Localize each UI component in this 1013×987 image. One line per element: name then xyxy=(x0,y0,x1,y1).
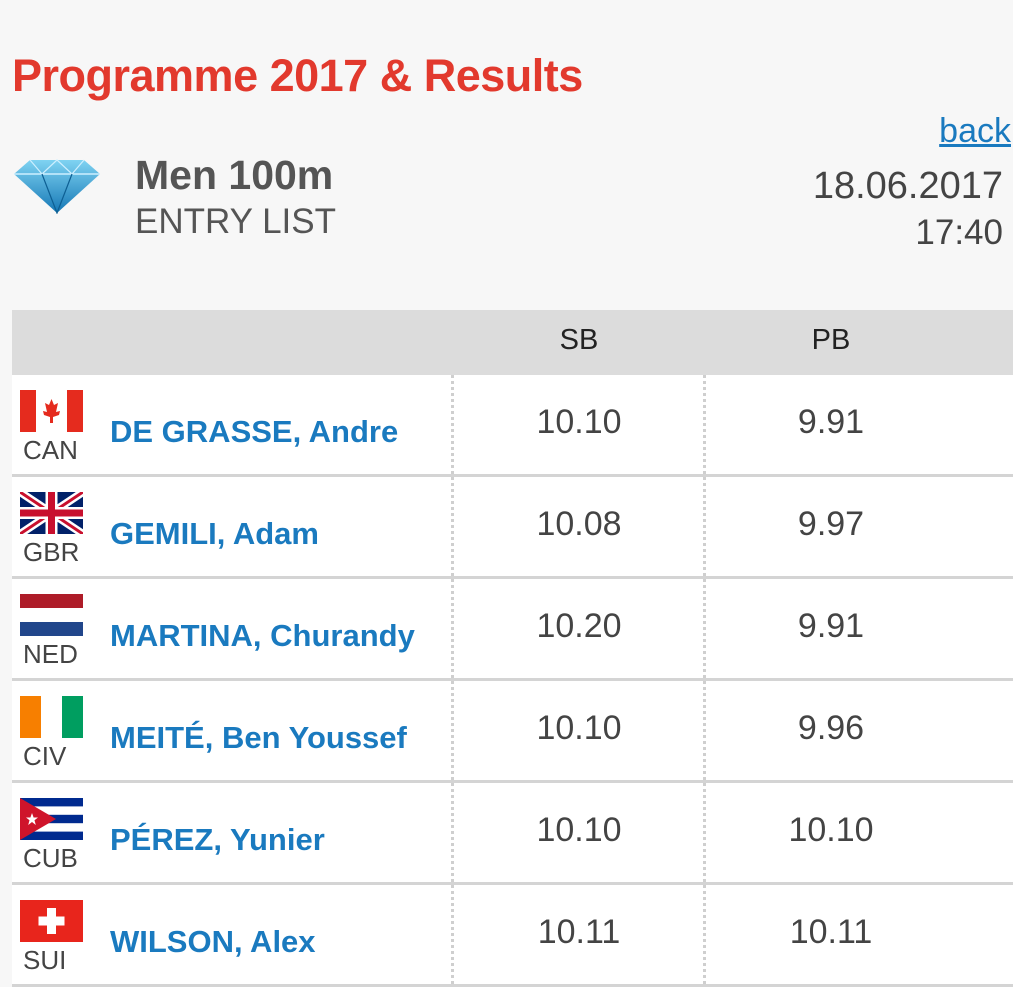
column-separator xyxy=(451,375,454,474)
athlete-name[interactable]: PÉREZ, Yunier xyxy=(110,822,325,857)
country-code: SUI xyxy=(23,945,67,975)
column-separator xyxy=(703,579,706,678)
country-code: NED xyxy=(23,639,78,669)
event-date: 18.06.2017 xyxy=(812,165,1003,207)
table-row: GBR GEMILI, Adam 10.08 9.97 xyxy=(12,477,1013,579)
table-header: SB PB xyxy=(12,310,1013,375)
country-code: CIV xyxy=(23,741,67,771)
diamond-icon xyxy=(14,159,100,214)
athlete-name[interactable]: DE GRASSE, Andre xyxy=(110,414,399,449)
table-row: CIV MEITÉ, Ben Youssef 10.10 9.96 xyxy=(12,681,1013,783)
flag xyxy=(20,900,83,942)
column-separator xyxy=(703,477,706,576)
athlete-name[interactable]: WILSON, Alex xyxy=(110,924,316,959)
season-best: 10.08 xyxy=(536,505,622,543)
table-row: CUB PÉREZ, Yunier 10.10 10.10 xyxy=(12,783,1013,885)
personal-best: 10.11 xyxy=(789,913,873,951)
column-separator xyxy=(703,885,706,984)
flag xyxy=(20,594,83,636)
season-best: 10.20 xyxy=(536,607,622,645)
season-best: 10.10 xyxy=(536,403,622,441)
event-subtitle: ENTRY LIST xyxy=(135,202,336,241)
athlete-name[interactable]: GEMILI, Adam xyxy=(110,516,319,551)
table-row: CAN DE GRASSE, Andre 10.10 9.91 xyxy=(12,375,1013,477)
athlete-name[interactable]: MARTINA, Churandy xyxy=(110,618,415,653)
flag xyxy=(20,390,83,432)
athlete-name[interactable]: MEITÉ, Ben Youssef xyxy=(110,720,407,755)
season-best: 10.10 xyxy=(536,709,622,747)
season-best: 10.11 xyxy=(537,913,621,951)
table-row: SUI WILSON, Alex 10.11 10.11 xyxy=(12,885,1013,987)
column-header: SB xyxy=(559,324,599,356)
back-link[interactable]: back xyxy=(939,112,1011,150)
column-header: PB xyxy=(811,324,851,356)
country-code: CUB xyxy=(23,843,78,873)
personal-best: 9.97 xyxy=(797,505,865,543)
table-row: NED MARTINA, Churandy 10.20 9.91 xyxy=(12,579,1013,681)
flag xyxy=(20,492,83,534)
season-best: 10.10 xyxy=(536,811,622,849)
column-separator xyxy=(703,681,706,780)
personal-best: 9.91 xyxy=(797,607,865,645)
flag xyxy=(20,696,83,738)
column-separator xyxy=(451,885,454,984)
flag xyxy=(20,798,83,840)
column-separator xyxy=(703,375,706,474)
page-title: Programme 2017 & Results xyxy=(12,50,583,101)
country-code: GBR xyxy=(23,537,80,567)
personal-best: 9.96 xyxy=(797,709,865,747)
personal-best: 9.91 xyxy=(797,403,865,441)
column-separator xyxy=(703,783,706,882)
column-separator xyxy=(451,783,454,882)
event-name: Men 100m xyxy=(135,152,334,198)
column-separator xyxy=(451,477,454,576)
column-separator xyxy=(451,681,454,780)
country-code: CAN xyxy=(23,435,78,465)
column-separator xyxy=(451,579,454,678)
personal-best: 10.10 xyxy=(788,811,874,849)
event-time: 17:40 xyxy=(915,213,1003,252)
